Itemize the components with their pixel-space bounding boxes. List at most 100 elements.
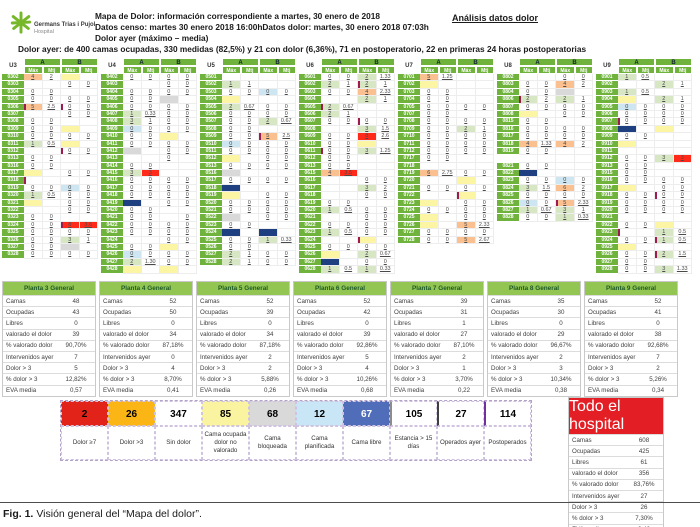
legend-item-value: 68 — [249, 401, 296, 426]
pain-cell: 0 — [222, 177, 241, 185]
bed-row: 0328 0 0 0 0 — [2, 251, 98, 259]
pain-cell: 0 — [358, 214, 377, 222]
pain-cell: 1 — [24, 140, 43, 148]
pain-cell: 0 — [673, 184, 692, 193]
pain-cell: 0 — [438, 118, 457, 126]
bed-row: 0704 0 0 — [398, 96, 494, 104]
col-row: Máx Mtj Máx Mtj — [321, 66, 395, 74]
pain-cell: 0 — [79, 147, 98, 156]
pain-cell — [376, 103, 395, 111]
pain-cell: 0 — [178, 258, 197, 267]
pain-cell: 5 — [457, 221, 476, 230]
pain-cell: 4 — [556, 81, 575, 89]
pain-cell — [655, 214, 674, 222]
bed-label: 0620 — [299, 207, 321, 215]
pain-cell — [420, 214, 439, 222]
stat-value: 96,67% — [550, 342, 572, 350]
pain-cell: 0 — [141, 140, 160, 148]
planta-table-8: Planta 8 General Camas 35 Ocupadas 30 Libres 0… — [487, 281, 581, 397]
pain-cell: 0 — [79, 170, 98, 178]
stat-value: 0 — [171, 319, 175, 327]
pain-cell: 0 — [123, 103, 142, 111]
pain-cell: 0 — [123, 162, 142, 171]
pain-cell — [438, 199, 457, 208]
pain-cell: 0 — [655, 199, 674, 208]
bed-label: 0407 — [101, 110, 123, 119]
planta-table-row: % valorado dolor 92,68% — [585, 339, 677, 351]
bed-row: 0623 1 0.5 0 0 — [299, 229, 395, 237]
bed-label: 0819 — [497, 147, 519, 156]
pain-cell: 0 — [141, 88, 160, 97]
stat-value: 8,70% — [164, 375, 182, 383]
pain-cell: 5 — [24, 103, 43, 111]
pain-cell: 0 — [141, 96, 160, 104]
band-label: B — [655, 58, 692, 66]
bed-label: 0507 — [200, 118, 222, 126]
pain-cell: 3 — [556, 207, 575, 215]
bed-row: 0915 0 0 — [596, 170, 692, 178]
pain-cell: 0 — [339, 147, 358, 156]
bed-row: 0926 0 0 2 1.5 — [596, 251, 692, 259]
pain-cell — [277, 184, 296, 193]
planta-table-row: valorado el dolor 39 — [294, 328, 386, 340]
pain-cell: 0 — [655, 207, 674, 215]
legend-item-value: 347 — [155, 401, 202, 426]
bed-row: 0501 — [200, 74, 296, 82]
stat-label: Camas — [491, 297, 511, 305]
planta-table-row: % dolor > 3 5,26% — [585, 373, 677, 384]
stat-value: 52 — [266, 297, 274, 305]
pain-cell: 0 — [61, 133, 80, 141]
planta-table-row: Camas 52 — [100, 295, 192, 306]
pain-cell: 0 — [618, 133, 637, 141]
pain-cell: 0 — [123, 229, 142, 237]
pain-map-grid: U3 A B Máx Mtj Máx Mtj 0302 4 2 0303 0 0 0304 0 0 0305 0 0… — [2, 58, 692, 274]
unit-header: U4 A B Máx Mtj Máx Mtj — [101, 58, 197, 74]
pain-cell: 0 — [673, 207, 692, 215]
stat-value: 2 — [268, 364, 272, 372]
bed-label: 0921 — [596, 214, 618, 222]
pain-cell: 0 — [222, 199, 241, 208]
pain-cell: 0 — [61, 192, 80, 200]
stat-value: 0,38 — [554, 387, 568, 395]
bed-row: 0410 0 0 — [101, 133, 197, 141]
pain-cell: 0 — [438, 155, 457, 163]
pain-cell — [475, 81, 494, 89]
pain-cell — [339, 96, 358, 104]
pain-cell: 0 — [178, 192, 197, 200]
pain-cell: 0 — [240, 88, 259, 97]
pain-cell: 0 — [178, 147, 197, 156]
planta-table-title: Planta 7 General — [391, 282, 483, 295]
pain-cell — [420, 162, 439, 171]
stat-value: 29 — [557, 331, 565, 339]
col-label: Mtj — [141, 66, 160, 74]
pain-cell — [123, 266, 142, 274]
pain-cell: 2.33 — [475, 221, 494, 230]
pain-cell — [24, 81, 43, 89]
planta-table-title: Planta 8 General — [488, 282, 580, 295]
bed-label: 0322 — [2, 207, 24, 215]
bed-label: 0608 — [299, 125, 321, 134]
stat-value: 26 — [640, 503, 648, 511]
pain-cell: 0 — [61, 81, 80, 89]
bed-row: 0408 3 1 0 0 — [101, 118, 197, 126]
pain-cell: 0 — [123, 192, 142, 200]
pain-cell: 0 — [240, 236, 259, 244]
pain-cell — [618, 147, 637, 156]
bed-row: 0303 0 0 — [2, 81, 98, 89]
stat-label: Dolor > 3 — [297, 364, 323, 372]
pain-cell — [61, 155, 80, 163]
pain-cell: 0 — [178, 214, 197, 222]
stat-label: valorado el dolor — [103, 331, 149, 339]
stat-label: Camas — [588, 297, 608, 305]
unit-header: U6 A B Máx Mtj Máx Mtj — [299, 58, 395, 74]
bed-row: 0421 0 0 0 — [101, 214, 197, 222]
stat-value: 5 — [365, 353, 369, 361]
pain-cell: 0 — [160, 103, 179, 111]
pain-cell: 0 — [123, 243, 142, 252]
pain-cell: 0 — [636, 236, 655, 244]
bed-label: 0707 — [398, 110, 420, 119]
hospital-table-row: valorado el dolor 356 — [569, 467, 663, 479]
pain-cell: 0 — [240, 199, 259, 208]
pain-cell: 1 — [240, 251, 259, 259]
stat-label: EVA media — [6, 387, 37, 395]
